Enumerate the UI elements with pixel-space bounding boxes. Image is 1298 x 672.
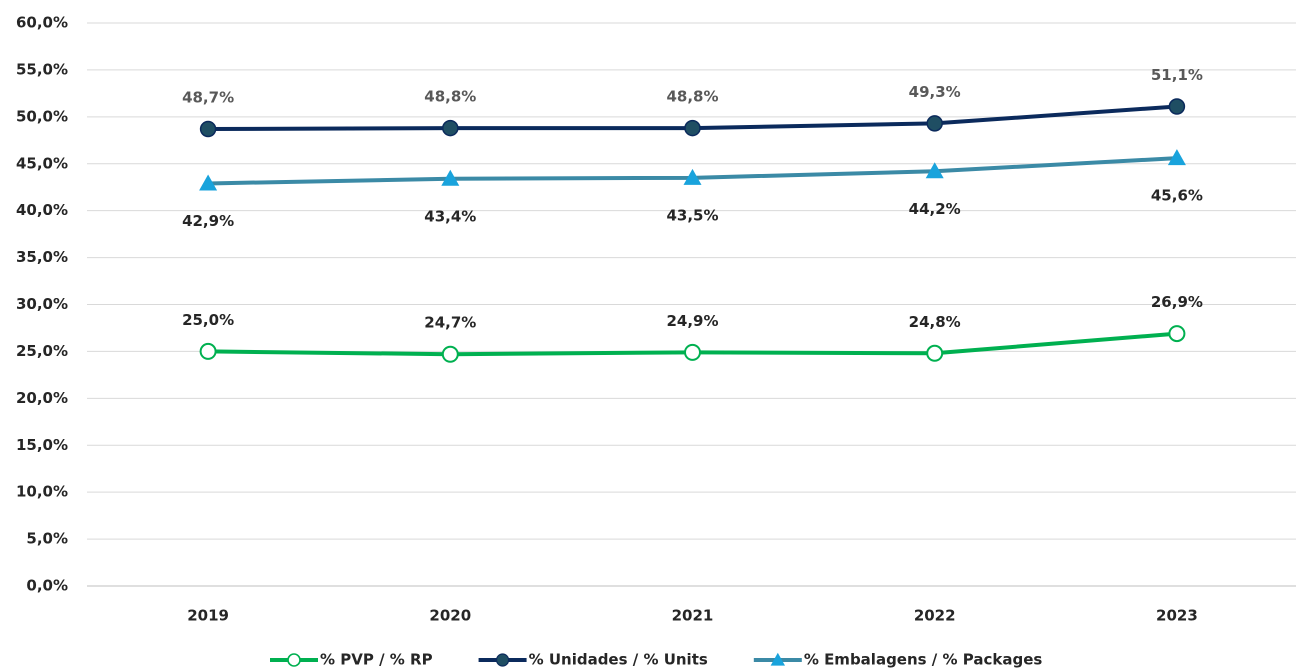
- y-tick-label: 20,0%: [16, 389, 68, 407]
- data-label: 43,5%: [666, 206, 718, 224]
- legend-marker: [287, 653, 301, 667]
- y-tick-label: 30,0%: [16, 295, 68, 313]
- y-tick-label: 5,0%: [26, 530, 68, 548]
- data-label: 48,7%: [182, 89, 234, 107]
- x-tick-label: 2023: [1156, 607, 1198, 625]
- x-tick-label: 2022: [914, 607, 956, 625]
- data-label: 44,2%: [909, 200, 961, 218]
- y-tick-label: 25,0%: [16, 342, 68, 360]
- legend-marker: [770, 652, 786, 666]
- marker: [441, 345, 459, 363]
- y-tick-label: 15,0%: [16, 436, 68, 454]
- data-label: 42,9%: [182, 212, 234, 230]
- data-label: 49,3%: [909, 83, 961, 101]
- data-label: 24,7%: [424, 314, 476, 332]
- marker: [199, 120, 217, 138]
- legend-label: % Embalagens / % Packages: [804, 651, 1043, 669]
- marker: [684, 343, 701, 361]
- marker: [199, 342, 217, 360]
- data-label: 43,4%: [424, 207, 476, 225]
- marker: [1168, 98, 1186, 115]
- legend-marker: [495, 653, 510, 667]
- data-label: 24,9%: [666, 312, 718, 330]
- marker: [442, 119, 459, 137]
- y-tick-label: 45,0%: [16, 154, 68, 172]
- marker: [684, 119, 701, 137]
- marker: [199, 174, 218, 191]
- data-label: 48,8%: [424, 88, 476, 106]
- data-label: 25,0%: [182, 311, 234, 329]
- legend-label: % Unidades / % Units: [529, 651, 708, 669]
- marker: [926, 115, 943, 132]
- marker: [441, 169, 460, 186]
- legend-label: % PVP / % RP: [320, 651, 433, 669]
- data-label: 48,8%: [666, 88, 718, 106]
- y-tick-label: 60,0%: [16, 14, 68, 32]
- y-tick-label: 40,0%: [16, 201, 68, 219]
- data-label: 26,9%: [1151, 293, 1203, 311]
- marker: [683, 168, 702, 185]
- marker: [926, 344, 944, 362]
- marker: [925, 162, 944, 179]
- y-tick-label: 55,0%: [16, 60, 68, 78]
- y-tick-label: 35,0%: [16, 248, 68, 266]
- x-tick-label: 2021: [672, 607, 714, 625]
- data-label: 24,8%: [909, 313, 961, 331]
- marker: [1168, 325, 1186, 343]
- y-tick-label: 10,0%: [16, 483, 68, 501]
- data-label: 45,6%: [1151, 187, 1203, 205]
- y-tick-label: 0,0%: [26, 577, 68, 595]
- x-tick-label: 2019: [187, 607, 229, 625]
- y-tick-label: 50,0%: [16, 107, 68, 125]
- x-tick-label: 2020: [429, 607, 471, 625]
- data-label: 51,1%: [1151, 66, 1203, 84]
- marker: [1167, 149, 1186, 166]
